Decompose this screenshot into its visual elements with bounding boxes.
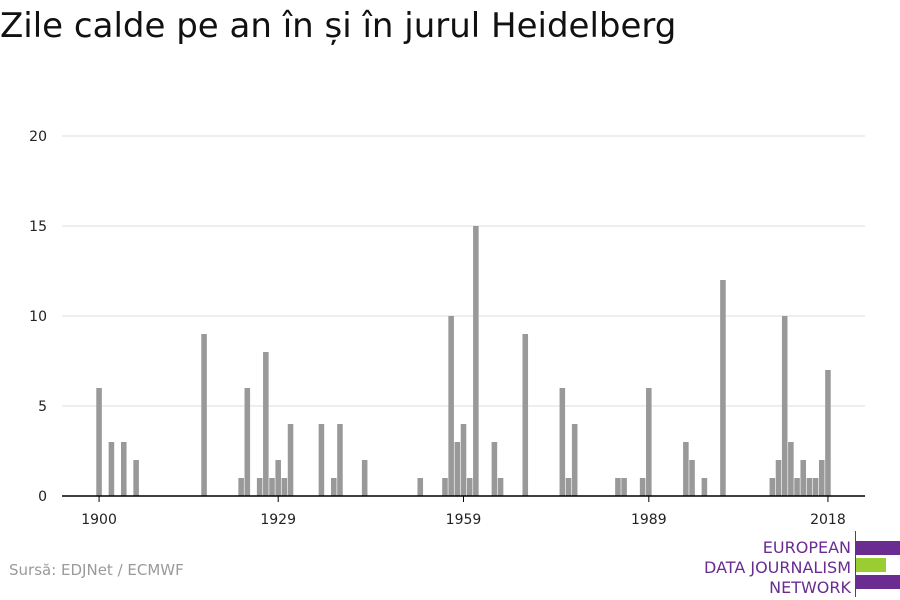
y-axis-ticks: 0 5 10 15 20 [29, 129, 47, 505]
bar-2001 [720, 280, 726, 496]
logo-bar-top [856, 541, 900, 555]
x-axis-ticks: 1900 1929 1959 1989 2018 [81, 496, 846, 528]
bar-1924 [244, 388, 251, 496]
bar-1989 [646, 388, 652, 496]
bar-1957 [448, 316, 454, 496]
bar-1904 [120, 442, 127, 496]
bar-1930 [281, 478, 288, 496]
x-tick-label: 1989 [631, 512, 667, 528]
bar-2014 [800, 460, 807, 496]
bar-2016 [812, 478, 819, 496]
bar-1961 [473, 226, 479, 496]
y-tick-label: 10 [29, 309, 47, 325]
x-tick-label: 1959 [446, 512, 482, 528]
bar-1965 [497, 478, 504, 496]
y-tick-label: 0 [38, 489, 47, 505]
bar-1977 [571, 424, 578, 496]
bar-2018 [825, 370, 831, 496]
bar-1929 [275, 460, 281, 496]
bar-2009 [769, 478, 776, 496]
bar-1960 [466, 478, 473, 496]
logo-divider [855, 531, 856, 597]
bar-1936 [318, 424, 325, 496]
logo-line-2: DATA JOURNALISM [704, 558, 851, 577]
bar-1902 [108, 442, 115, 496]
bar-1931 [287, 424, 294, 496]
bar-2013 [794, 478, 800, 496]
x-tick-label: 1929 [260, 512, 296, 528]
bar-1900 [96, 388, 102, 496]
bar-1975 [559, 388, 566, 496]
bar-1938 [331, 478, 337, 496]
bar-1917 [201, 334, 207, 496]
bar-1952 [417, 478, 424, 496]
y-tick-label: 15 [29, 219, 47, 235]
chart-title: Zile calde pe an în și în jurul Heidelbe… [0, 6, 677, 46]
bar-1988 [639, 478, 646, 496]
bar-2017 [818, 460, 825, 496]
bar-1984 [615, 478, 621, 496]
bar-1995 [683, 442, 689, 496]
x-tick-label: 2018 [810, 512, 846, 528]
x-tick-label: 1900 [81, 512, 117, 528]
bar-2015 [806, 478, 813, 496]
logo-line-1: EUROPEAN [762, 538, 851, 557]
bar-1959 [460, 424, 467, 496]
bar-1939 [337, 424, 343, 496]
bar-1976 [565, 478, 572, 496]
bar-2010 [775, 460, 782, 496]
bar-1998 [701, 478, 708, 496]
bar-1985 [621, 478, 627, 496]
logo-bar-bottom [856, 575, 900, 589]
bar-1996 [689, 460, 695, 496]
bar-1923 [238, 478, 244, 496]
logo-line-3: NETWORK [769, 578, 851, 597]
bars [96, 226, 831, 496]
bar-1956 [442, 478, 448, 496]
y-tick-label: 20 [29, 129, 47, 145]
bar-1927 [263, 352, 269, 496]
y-tick-label: 5 [38, 399, 47, 415]
grid-lines [62, 135, 865, 407]
bar-1906 [133, 460, 139, 496]
bar-1958 [454, 442, 461, 496]
bar-2012 [788, 442, 794, 496]
source-note: Sursă: EDJNet / ECMWF [9, 561, 184, 579]
bar-1969 [522, 334, 529, 496]
bar-1943 [361, 460, 368, 496]
logo-bar-middle [856, 558, 886, 572]
bar-2011 [781, 316, 788, 496]
bar-1964 [491, 442, 498, 496]
bar-1928 [269, 478, 275, 496]
bar-1926 [256, 478, 263, 496]
edjnet-logo[interactable]: EUROPEAN DATA JOURNALISM NETWORK [700, 531, 900, 597]
